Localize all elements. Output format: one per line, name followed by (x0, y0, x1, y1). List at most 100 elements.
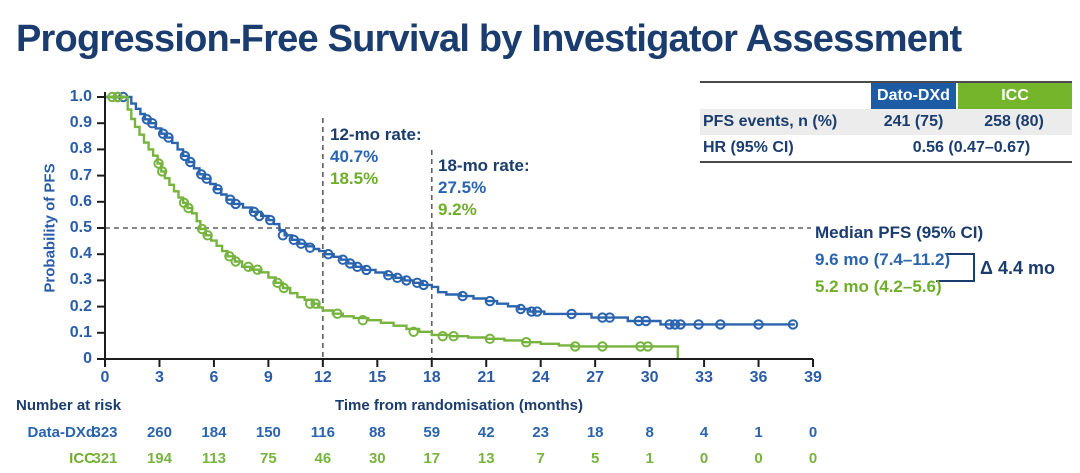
risk-count-icc: 46 (314, 450, 332, 467)
summary-hr-value: 0.56 (0.47–0.67) (912, 139, 1031, 156)
annotation-18mo-icc-value: 9.2% (438, 200, 477, 219)
censor-mark-dato-dxd (254, 210, 265, 222)
censor-mark-dato-dxd (526, 306, 537, 317)
censor-mark-icc (304, 298, 316, 309)
censor-mark-dato-dxd (604, 312, 615, 323)
censor-mark-dato-dxd (597, 312, 608, 323)
censor-mark-icc (112, 91, 123, 103)
y-tick-label: 0.4 (69, 245, 92, 263)
censor-mark-dato-dxd (352, 261, 363, 272)
y-tick-label: 0.8 (69, 140, 92, 158)
annotation-18mo-title: 18-mo rate: (438, 156, 530, 175)
censor-mark-dato-dxd (401, 275, 412, 286)
censor-mark-dato-dxd (566, 308, 577, 320)
censor-mark-dato-dxd (531, 306, 543, 317)
risk-count-data-dxd: 184 (201, 424, 227, 441)
risk-count-icc: 321 (92, 450, 118, 467)
median-pfs-icc: 5.2 mo (4.2–5.6) (815, 277, 942, 296)
risk-count-data-dxd: 0 (808, 424, 818, 441)
risk-count-icc: 0 (699, 450, 709, 467)
summary-table-corner (700, 83, 871, 109)
risk-count-data-dxd: 4 (699, 424, 709, 441)
censor-mark-dato-dxd (633, 315, 644, 327)
censor-mark-dato-dxd (185, 156, 196, 168)
censor-mark-dato-dxd (753, 319, 764, 330)
x-tick-label: 30 (640, 369, 659, 386)
number-at-risk-title: Number at risk (16, 397, 122, 414)
x-tick-label: 27 (586, 369, 605, 386)
y-tick-label: 0.1 (69, 323, 92, 341)
median-pfs-dato: 9.6 mo (7.4–11.2) (815, 250, 951, 269)
annotation-median-pfs: Median PFS (95% CI) 9.6 mo (7.4–11.2) 5.… (815, 219, 983, 300)
censor-mark-icc (642, 341, 653, 352)
censor-mark-icc (243, 261, 254, 272)
risk-count-data-dxd: 18 (586, 424, 604, 441)
censor-mark-dato-dxd (230, 198, 241, 210)
x-tick-label: 3 (155, 369, 164, 386)
censor-mark-dato-dxd (163, 132, 174, 143)
censor-mark-icc (183, 202, 194, 214)
annotation-12mo-title: 12-mo rate: (330, 125, 422, 144)
censor-mark-icc (230, 256, 241, 267)
risk-count-icc: 7 (536, 450, 545, 467)
censor-mark-dato-dxd (147, 118, 158, 129)
y-axis-label: Probability of PFS (41, 163, 59, 293)
censor-mark-icc (310, 298, 321, 309)
annotation-12mo-rate: 12-mo rate: 40.7% 18.5% (330, 124, 422, 190)
median-delta-value: Δ 4.4 mo (980, 258, 1055, 278)
risk-count-icc: 13 (477, 450, 495, 467)
censor-mark-dato-dxd (693, 319, 704, 330)
censor-mark-dato-dxd (295, 238, 307, 249)
censor-mark-icc (224, 251, 235, 262)
y-tick-label: 0 (83, 350, 92, 367)
median-delta-bracket (936, 253, 975, 282)
page-title: Progression-Free Survival by Investigato… (16, 18, 962, 60)
censor-mark-dato-dxd (383, 270, 394, 281)
censor-mark-dato-dxd (412, 277, 423, 288)
risk-count-icc: 5 (590, 450, 600, 467)
censor-mark-icc (408, 326, 419, 337)
censor-mark-icc (278, 282, 289, 294)
censor-mark-dato-dxd (265, 214, 276, 226)
risk-count-data-dxd: 116 (310, 424, 335, 441)
censor-mark-dato-dxd (675, 319, 686, 330)
summary-row-hr-label: HR (95% CI) (703, 139, 794, 156)
x-tick-label: 12 (313, 369, 332, 386)
risk-count-icc: 113 (201, 450, 227, 467)
censor-mark-dato-dxd (418, 279, 429, 291)
censor-mark-dato-dxd (304, 242, 316, 253)
censor-mark-icc (484, 333, 496, 344)
censor-mark-dato-dxd (361, 264, 372, 276)
risk-count-data-dxd: 1 (754, 424, 763, 441)
x-tick-label: 15 (368, 369, 387, 386)
y-tick-label: 0.9 (69, 114, 92, 132)
censor-mark-icc (597, 341, 608, 352)
censor-mark-dato-dxd (715, 319, 726, 330)
median-pfs-title: Median PFS (95% CI) (815, 223, 984, 242)
risk-row-label-dato: Data-DXd (27, 424, 95, 441)
risk-count-icc: 30 (368, 450, 386, 467)
censor-mark-icc (157, 166, 168, 177)
annotation-12mo-dato-value: 40.7% (330, 147, 379, 166)
censor-mark-icc (570, 341, 581, 352)
summary-pfs-events-dato: 241 (75) (871, 109, 956, 135)
censor-mark-icc (635, 341, 646, 352)
censor-mark-dato-dxd (640, 315, 652, 327)
censor-mark-icc (357, 315, 368, 326)
censor-mark-dato-dxd (277, 230, 289, 241)
censor-mark-icc (272, 277, 283, 288)
y-tick-label: 0.7 (69, 166, 92, 184)
censor-mark-icc (448, 331, 459, 342)
censor-mark-dato-dxd (457, 290, 468, 302)
risk-count-icc: 0 (808, 450, 818, 467)
x-tick-label: 21 (477, 369, 496, 386)
summary-row-pfs-events-label: PFS events, n (%) (700, 109, 871, 135)
censor-mark-dato-dxd (664, 319, 675, 330)
x-axis-label: Time from randomisation (months) (334, 397, 584, 414)
censor-mark-icc (107, 91, 118, 103)
x-tick-label: 0 (100, 369, 110, 386)
censor-mark-dato-dxd (212, 184, 223, 195)
summary-table-header-dato: Dato-DXd (871, 83, 956, 109)
censor-mark-dato-dxd (669, 319, 681, 330)
